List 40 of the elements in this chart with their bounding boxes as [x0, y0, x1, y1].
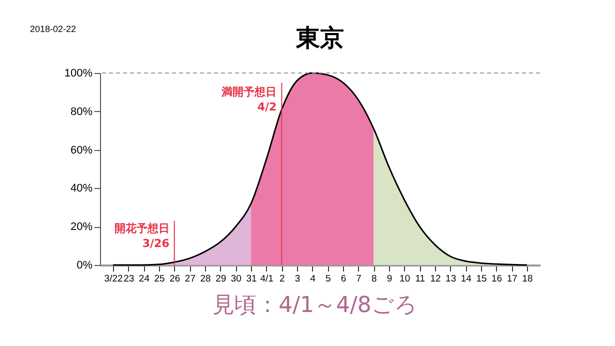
x-tick-label: 13: [446, 274, 456, 284]
text: 2018-02-22: [30, 24, 76, 34]
x-tick-label: 15: [476, 274, 487, 284]
x-tick-label: 24: [138, 274, 150, 284]
x-tick-label: 6: [340, 274, 346, 284]
x-tick-label: 23: [124, 274, 134, 284]
x-tick-label: 16: [492, 274, 502, 284]
ref-line-label: 満開予想日 4/2: [220, 85, 277, 114]
x-tick-label: 12: [430, 274, 441, 284]
ref-line-label: 開花予想日 3/26: [114, 222, 170, 250]
x-tick-label: 25: [154, 274, 165, 284]
x-tick-label: 3/22: [104, 274, 123, 284]
x-tick-label: 26: [170, 274, 180, 284]
x-tick-label: 14: [460, 274, 472, 284]
x-tick-label: 31: [246, 274, 257, 284]
x-tick-label: 4: [310, 274, 316, 284]
x-tick-label: 27: [184, 274, 196, 284]
x-tick-label: 7: [356, 274, 362, 284]
x-tick-label: 8: [372, 274, 377, 284]
chart-title: 東京: [295, 24, 344, 52]
x-tick-label: 2: [280, 274, 285, 284]
x-tick-label: 17: [506, 274, 518, 284]
y-tick-label: 60%: [70, 144, 93, 156]
x-tick-label: 9: [386, 274, 392, 284]
y-tick-label: 100%: [64, 68, 93, 80]
x-tick-label: 28: [200, 274, 211, 284]
x-tick-label: 18: [522, 274, 533, 284]
line-series: [112, 72, 528, 266]
x-tick-label: 4/1: [260, 274, 274, 284]
y-tick-label: 20%: [70, 221, 93, 234]
text: 見頃：4/1～4/8ごろ: [212, 292, 418, 320]
y-tick-label: 40%: [70, 182, 93, 195]
y-tick-label: 80%: [70, 106, 93, 118]
x-tick-label: 11: [415, 274, 426, 284]
x-tick-label: 29: [216, 274, 226, 284]
x-tick-label: 3: [294, 274, 300, 284]
x-tick-label: 5: [326, 274, 331, 284]
y-tick-label: 0%: [76, 260, 93, 272]
x-tick-label: 10: [400, 274, 410, 284]
x-tick-label: 30: [230, 274, 242, 284]
